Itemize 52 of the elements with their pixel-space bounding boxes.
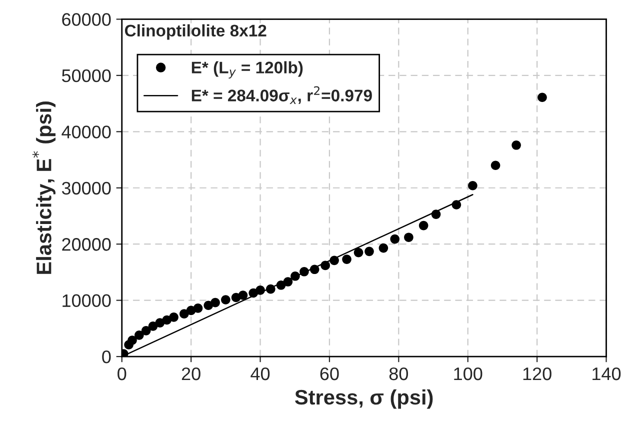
x-axis-title: Stress, σ (psi) [295,389,433,409]
point [342,254,352,264]
point [283,277,293,286]
point [141,326,151,336]
point [179,309,189,318]
point [378,243,388,253]
legend-label: E* = 284.09σ$_{x}$, r$^{2}$=0.979 [192,86,372,104]
point [169,312,178,322]
x-tick-label: 40 [250,367,270,380]
point [290,271,300,281]
point [468,180,478,190]
point [354,248,364,258]
legend-label: E* (L$_{y}$ = 120lb) [192,61,303,78]
y-tick-label: 20000 [62,238,111,251]
x-tick-label: 140 [592,367,621,380]
point [134,330,144,340]
y-tick-label: 40000 [62,126,111,138]
point [193,304,203,313]
x-tick-label: 100 [454,367,482,380]
point [404,232,414,242]
point [538,92,547,102]
point [266,284,276,294]
point [390,234,400,244]
x-tick-label: 0 [118,367,126,380]
y-tick-label: 60000 [62,13,111,26]
x-tick-label: 60 [320,367,339,380]
chart-title: Clinoptilolite 8x12 [124,24,266,40]
point [276,280,286,290]
point [490,160,500,170]
x-tick-label: 120 [523,367,552,380]
y-tick-label: 50000 [62,69,111,82]
y-tick-label: 30000 [62,182,111,195]
point [148,322,158,331]
point [256,286,265,295]
point [310,264,320,274]
x-tick-label: 20 [182,367,200,380]
point [320,260,330,270]
point [221,295,230,304]
x-tick-label: 80 [389,367,408,380]
y-tick-label: 10000 [62,294,111,308]
point [512,140,521,150]
point [418,220,428,230]
point [238,290,248,300]
point [364,246,374,256]
point [300,266,309,276]
point [330,256,339,266]
point [452,200,462,210]
point [128,336,137,345]
y-tick-label: 0 [102,350,111,364]
point [431,210,441,219]
y-axis-title: Elasticity, E$^{*}$ (psi) [32,102,56,274]
point [210,298,220,308]
